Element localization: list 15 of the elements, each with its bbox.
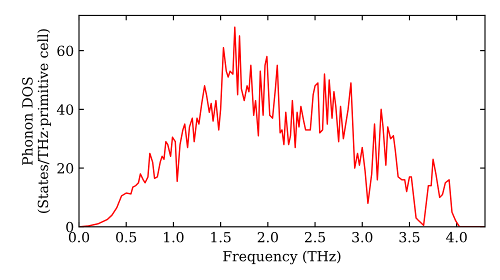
x-tick-label: 3.5: [399, 232, 420, 242]
x-axis-title: Frequency (THz): [223, 250, 340, 264]
y-tick-label: 20: [57, 163, 74, 174]
y-axis-title: Phonon DOS (States/THz·primitive cell): [22, 29, 51, 213]
x-tick-label: 1.5: [211, 232, 231, 242]
x-tick-label: 2.5: [304, 232, 326, 242]
x-tick-label: 2.0: [258, 232, 278, 242]
x-tick-label: 1.0: [164, 232, 184, 242]
x-tick-label: 0.0: [68, 232, 90, 242]
y-tick-label: 0: [66, 222, 74, 232]
x-tick-label: 4.0: [446, 232, 467, 242]
y-tick-label: 60: [57, 46, 74, 56]
x-tick-label: 0.5: [116, 232, 136, 242]
x-tick-label: 3.0: [352, 232, 372, 242]
y-tick-label: 40: [56, 104, 74, 115]
